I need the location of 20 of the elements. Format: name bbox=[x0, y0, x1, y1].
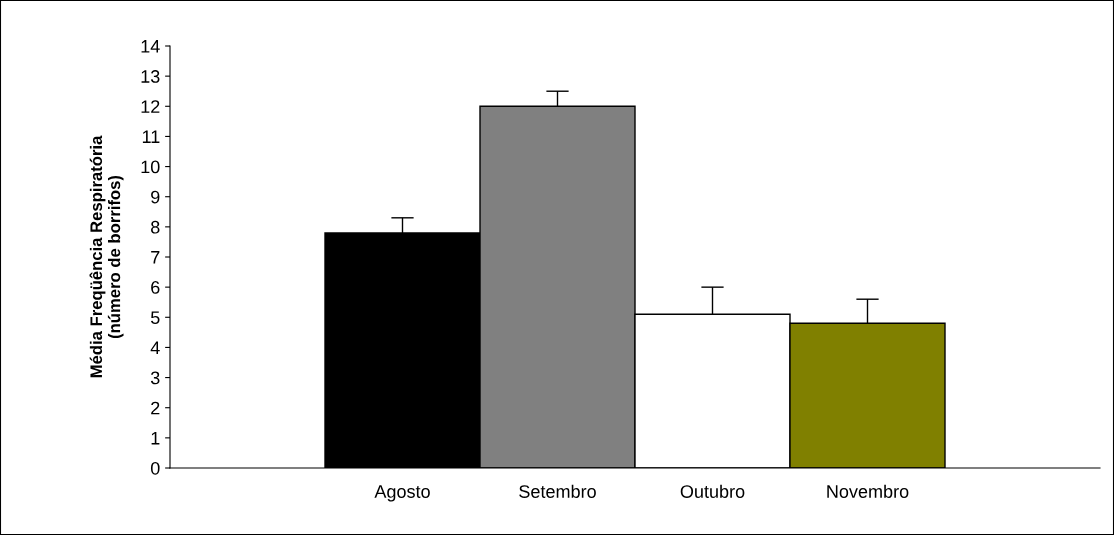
y-tick-label: 13 bbox=[141, 70, 160, 83]
y-tick-label: 5 bbox=[150, 311, 160, 325]
x-tick-label: Outubro bbox=[680, 484, 745, 498]
y-tick-label: 3 bbox=[150, 371, 160, 385]
y-tick-label: 9 bbox=[151, 190, 160, 204]
y-tick-label: 12 bbox=[141, 100, 160, 113]
x-tick-label: Setembro bbox=[519, 484, 596, 498]
x-tick-label: Agosto bbox=[374, 485, 430, 502]
y-tick-label: 8 bbox=[151, 220, 160, 234]
y-tick-label: 6 bbox=[151, 281, 160, 294]
y-tick-label: 0 bbox=[150, 461, 160, 475]
y-tick-label: 2 bbox=[151, 401, 160, 415]
y-tick-label: 11 bbox=[142, 130, 160, 143]
y-axis-title: Média Freqüência Respiratória (número de borrifos) bbox=[89, 135, 124, 378]
y-tick-label: 10 bbox=[141, 160, 160, 174]
y-tick-label: 4 bbox=[150, 341, 160, 354]
y-tick-label: 14 bbox=[141, 40, 160, 53]
x-tick-label: Novembro bbox=[827, 484, 909, 498]
y-tick-label: 1 bbox=[151, 431, 160, 445]
y-tick-label: 7 bbox=[151, 251, 160, 264]
